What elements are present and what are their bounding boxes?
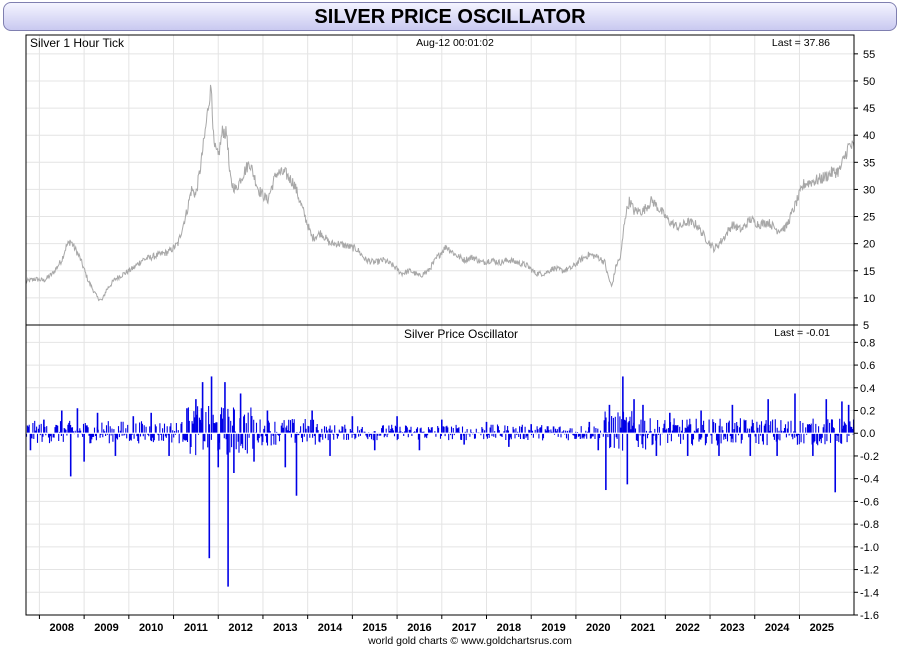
x-tick-label: 2025 xyxy=(810,622,834,634)
x-tick-label: 2016 xyxy=(407,622,431,634)
y-tick-label: 5 xyxy=(863,320,869,332)
y-tick-label: 55 xyxy=(863,49,875,61)
footer-credit: world gold charts © www.goldchartsrus.co… xyxy=(367,635,572,647)
price-panel-frame xyxy=(25,34,855,326)
y-tick-label: 40 xyxy=(863,130,875,142)
x-tick-label: 2011 xyxy=(184,622,208,634)
x-tick-label: 2010 xyxy=(139,622,163,634)
timestamp-label: Aug-12 00:01:02 xyxy=(416,37,494,49)
oscillator-panel-frame xyxy=(25,324,855,616)
x-tick-label: 2019 xyxy=(541,622,565,634)
y-tick-label: 30 xyxy=(863,184,875,196)
x-tick-label: 2024 xyxy=(765,622,790,634)
y-tick-label: 35 xyxy=(863,157,875,169)
chart-title-bar: SILVER PRICE OSCILLATOR xyxy=(3,2,897,31)
y-tick-label: -1.4 xyxy=(860,587,879,599)
y-tick-label: 0.0 xyxy=(860,428,875,440)
y-tick-label: 10 xyxy=(863,293,875,305)
oscillator-last-label: Last = -0.01 xyxy=(774,327,830,339)
y-tick-label: -0.2 xyxy=(860,451,879,463)
x-tick-label: 2013 xyxy=(273,622,297,634)
price-series-label: Silver 1 Hour Tick xyxy=(30,36,125,50)
x-tick-label: 2020 xyxy=(586,622,610,634)
x-axis: 2008 2009 2010 2011 2012 2013 2014 2015 2016 2017… xyxy=(38,615,834,634)
y-tick-label: 25 xyxy=(863,212,875,224)
y-tick-label: -1.0 xyxy=(860,542,879,554)
x-tick-label: 2012 xyxy=(228,622,252,634)
oscillator-panel: 0.8 0.6 0.4 0.2 0.0 -0.2 -0.4 -0.6 -0.8 -1.0 -1.2 -… xyxy=(25,324,879,622)
y-tick-label: 0.4 xyxy=(860,383,875,395)
x-tick-label: 2009 xyxy=(94,622,118,634)
y-tick-label: 0.6 xyxy=(860,360,875,372)
chart-title: SILVER PRICE OSCILLATOR xyxy=(314,6,586,28)
x-tick-label: 2014 xyxy=(318,622,343,634)
y-tick-label: -0.8 xyxy=(860,519,879,531)
x-tick-label: 2018 xyxy=(497,622,521,634)
y-tick-label: 0.8 xyxy=(860,337,875,349)
y-tick-label: 0.2 xyxy=(860,406,875,418)
price-panel: 5 10 15 20 25 30 35 40 45 50 55 Silver 1 Hour Tick A… xyxy=(25,34,875,332)
x-tick-label: 2008 xyxy=(50,622,74,634)
y-tick-label: 50 xyxy=(863,76,875,88)
x-tick-label: 2023 xyxy=(720,622,744,634)
price-last-label: Last = 37.86 xyxy=(772,37,830,49)
y-tick-label: -0.6 xyxy=(860,496,879,508)
x-tick-label: 2015 xyxy=(362,622,386,634)
y-tick-label: 20 xyxy=(863,239,875,251)
oscillator-label: Silver Price Oscillator xyxy=(404,327,518,341)
y-tick-label: 15 xyxy=(863,266,875,278)
y-tick-label: -1.2 xyxy=(860,565,879,577)
y-tick-label: -1.6 xyxy=(860,610,879,622)
x-tick-label: 2017 xyxy=(452,622,476,634)
y-tick-label: 45 xyxy=(863,103,875,115)
x-tick-label: 2021 xyxy=(631,622,655,634)
y-tick-label: -0.4 xyxy=(860,474,879,486)
x-tick-label: 2022 xyxy=(675,622,699,634)
price-series-line xyxy=(25,84,855,302)
